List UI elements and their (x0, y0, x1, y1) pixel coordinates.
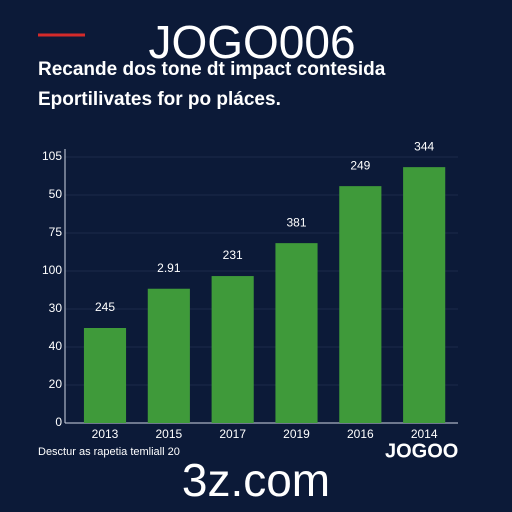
y-tick-label: 100 (42, 263, 62, 277)
x-tick-label: 2015 (155, 427, 182, 441)
brand: JOGOO (385, 440, 458, 462)
y-tick-label: 30 (49, 301, 63, 315)
chart-title: JOGO006 (148, 16, 355, 68)
y-tick-label: 20 (49, 377, 63, 391)
bar (83, 328, 127, 423)
bar-label: 231 (223, 248, 243, 262)
bar-label: 245 (95, 300, 115, 314)
y-tick-label: 0 (55, 415, 62, 429)
bar (147, 288, 190, 423)
bar (403, 167, 446, 423)
bar-label: 2.91 (157, 261, 181, 275)
y-tick-label: 40 (49, 339, 63, 353)
bar-label: 381 (286, 215, 306, 229)
x-tick-label: 2013 (92, 427, 119, 441)
x-tick-label: 2016 (347, 427, 374, 441)
watermark: 3z.com (182, 454, 330, 506)
bar (211, 276, 254, 423)
bar (275, 243, 318, 423)
subtitle: Eportilivates for po pláces. (38, 89, 281, 110)
bar-label: 344 (414, 139, 434, 153)
x-tick-label: 2014 (411, 427, 438, 441)
bar (339, 186, 382, 423)
y-tick-label: 105 (42, 149, 62, 163)
x-tick-label: 2017 (219, 427, 246, 441)
y-tick-label: 50 (49, 187, 63, 201)
bar-label: 249 (350, 158, 370, 172)
x-tick-label: 2019 (283, 427, 310, 441)
footnote: Desctur as rapetia temliall 20 (38, 446, 180, 458)
subtitle: Recande dos tone dt impact contesida (38, 59, 386, 80)
y-tick-label: 75 (49, 225, 63, 239)
